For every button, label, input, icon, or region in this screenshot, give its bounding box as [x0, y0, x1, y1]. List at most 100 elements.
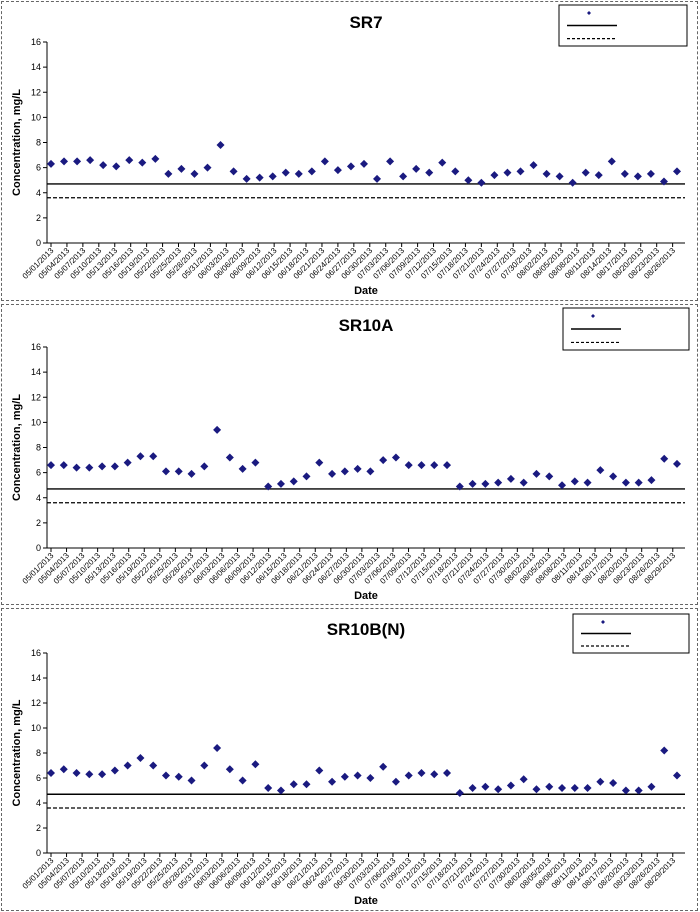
legend-marker [591, 314, 595, 318]
data-point [187, 776, 196, 785]
data-point [494, 785, 503, 794]
data-point [251, 760, 260, 769]
data-point [607, 157, 616, 166]
data-point [609, 472, 618, 481]
data-point [558, 784, 567, 792]
data-point [149, 761, 158, 770]
y-tick-label: 12 [31, 698, 41, 708]
y-tick-label: 12 [31, 392, 41, 402]
y-tick-label: 8 [36, 748, 41, 758]
x-axis-title: Date [354, 590, 378, 602]
data-point [399, 172, 408, 181]
data-point [161, 467, 170, 476]
chart-panel-sr7: SR7 Concentration, mg/L 0 2 4 6 8 10 12 14 16 05/01… [1, 1, 698, 301]
data-point [404, 771, 413, 780]
data-point [72, 463, 81, 472]
data-point [583, 478, 592, 487]
data-point [251, 458, 260, 467]
y-axis-title: Concentration, mg/L [11, 394, 23, 501]
data-point [315, 458, 324, 467]
data-point [417, 769, 426, 777]
data-point [391, 453, 400, 462]
data-point [353, 771, 362, 780]
data-point [110, 766, 119, 775]
y-tick-label: 0 [36, 238, 41, 248]
data-point [289, 477, 298, 486]
data-point [123, 761, 132, 770]
data-point [646, 169, 655, 178]
data-point [481, 782, 490, 791]
data-point [545, 472, 554, 481]
y-tick-label: 16 [31, 37, 41, 47]
y-tick-label: 10 [31, 417, 41, 427]
y-axis-title: Concentration, mg/L [11, 89, 23, 196]
data-point [47, 159, 55, 168]
data-point [98, 462, 107, 471]
y-tick-label: 4 [36, 493, 41, 503]
data-point [558, 481, 567, 490]
data-point [328, 777, 337, 786]
data-point [307, 167, 316, 176]
data-point [519, 775, 528, 784]
data-point [177, 164, 186, 173]
data-point [47, 769, 55, 777]
data-point [596, 466, 605, 475]
data-point [532, 469, 541, 478]
y-tick-label: 14 [31, 62, 41, 72]
data-point [404, 461, 413, 470]
data-point [660, 746, 669, 755]
data-point [86, 156, 95, 165]
data-point [110, 462, 119, 471]
data-point [379, 456, 388, 465]
data-point [581, 168, 590, 177]
y-tick-label: 6 [36, 163, 41, 173]
data-point [73, 157, 82, 166]
data-point [594, 171, 603, 180]
y-tick-label: 4 [36, 798, 41, 808]
legend [562, 307, 690, 351]
legend-marker [601, 620, 605, 624]
data-point [289, 780, 298, 789]
data-point [464, 176, 473, 185]
data-point [225, 765, 234, 774]
chart-svg-2: SR10B(N) Concentration, mg/L 0 2 4 6 8 10 12 14 16… [11, 613, 690, 907]
data-point [366, 467, 375, 476]
data-point [425, 168, 434, 177]
data-point [412, 164, 421, 173]
data-point [360, 159, 368, 168]
data-point [151, 154, 160, 163]
data-point [85, 463, 94, 472]
data-point [443, 461, 452, 470]
data-point [494, 478, 503, 487]
data-point [532, 785, 541, 794]
data-point [477, 178, 486, 187]
data-point [281, 168, 290, 177]
chart-title: SR7 [349, 13, 382, 32]
data-point [242, 174, 251, 183]
data-point [503, 168, 512, 177]
data-point [468, 784, 477, 792]
data-point [583, 784, 592, 792]
data-point [255, 173, 264, 182]
data-point [72, 769, 81, 777]
data-point [438, 158, 447, 167]
data-point [213, 425, 222, 434]
data-point [225, 453, 234, 462]
chart-title: SR10B(N) [327, 620, 405, 639]
chart-panel-sr10bn: SR10B(N) Concentration, mg/L 0 2 4 6 8 10 12 14 16… [1, 608, 698, 911]
data-point [47, 461, 55, 470]
chart-title: SR10A [339, 316, 394, 335]
data-point [430, 770, 439, 779]
data-point [443, 769, 452, 777]
y-tick-label: 0 [36, 543, 41, 553]
data-point [264, 784, 273, 792]
y-tick-label: 6 [36, 468, 41, 478]
data-point [468, 479, 477, 488]
chart-panel-sr10a: SR10A Concentration, mg/L 0 2 4 6 8 10 12 14 16 05/… [1, 304, 698, 605]
data-point [673, 771, 681, 780]
legend-box [558, 4, 688, 47]
data-point [570, 477, 579, 486]
data-point [315, 766, 324, 775]
